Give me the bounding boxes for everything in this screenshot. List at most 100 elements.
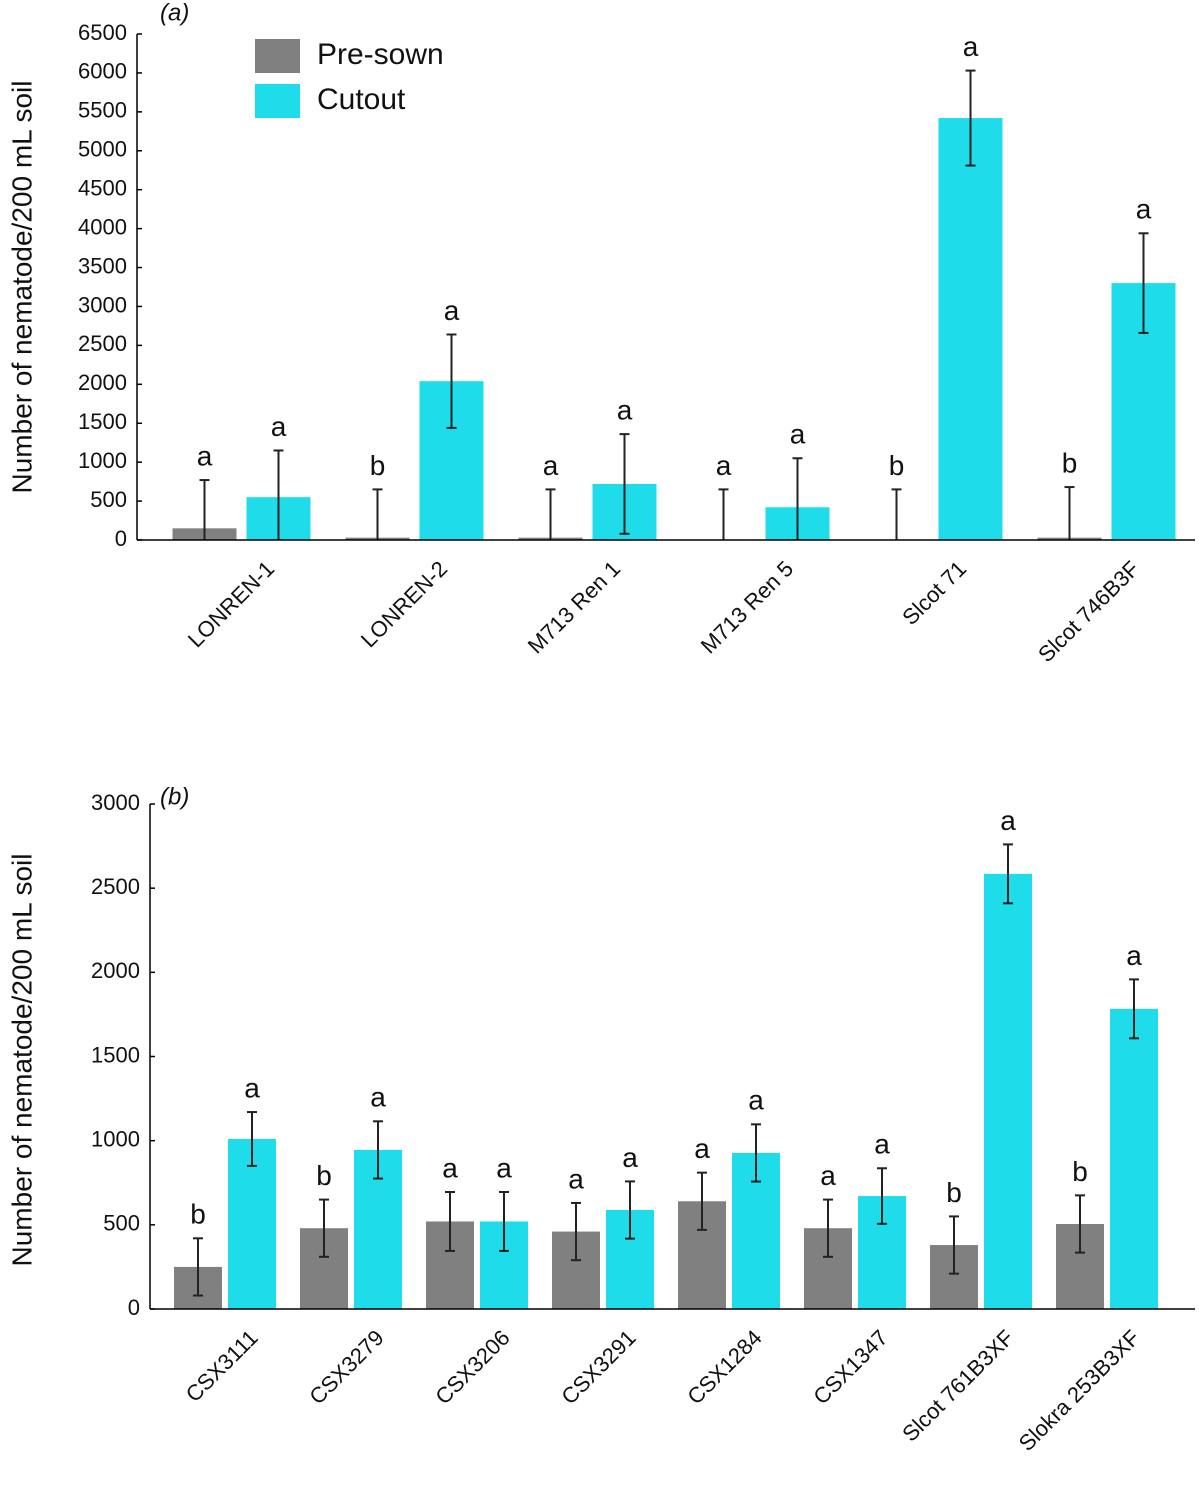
- x-tick-label: LONREN-1: [183, 556, 279, 652]
- x-tick-label: M713 Ren 1: [523, 556, 625, 658]
- x-tick-label: LONREN-2: [356, 556, 452, 652]
- significance-letter: a: [1126, 940, 1142, 971]
- x-tick-label: Slcot 71: [897, 556, 971, 630]
- x-tick-label: CSX1347: [808, 1325, 892, 1409]
- y-tick-label: 0: [128, 1295, 140, 1320]
- bar: [228, 1138, 276, 1309]
- error-bar: [1003, 843, 1013, 905]
- error-bar: [499, 1191, 509, 1252]
- y-tick-label: 500: [90, 487, 127, 512]
- y-tick-label: 6000: [78, 59, 127, 84]
- x-tick-label: CSX3111: [181, 1325, 263, 1407]
- x-tick-label: CSX3279: [304, 1325, 388, 1409]
- error-bar: [373, 1120, 383, 1180]
- x-tick-label: Slokra 253B3XF: [1014, 1325, 1145, 1456]
- legend-label: Cutout: [317, 83, 406, 116]
- error-bar: [1075, 1194, 1085, 1254]
- y-tick-label: 3500: [78, 253, 127, 278]
- error-bar: [877, 1167, 887, 1225]
- y-tick-label: 5000: [78, 137, 127, 162]
- y-tick-label: 1000: [78, 448, 127, 473]
- error-bar: [571, 1201, 581, 1262]
- y-tick-label: 3000: [91, 790, 140, 815]
- error-bar: [697, 1171, 707, 1231]
- x-tick-label: Slcot 746B3F: [1033, 556, 1144, 667]
- significance-letter: a: [568, 1163, 584, 1194]
- significance-letter: a: [820, 1160, 836, 1191]
- significance-letter: a: [874, 1129, 890, 1160]
- y-tick-label: 6500: [78, 20, 127, 45]
- error-bar: [445, 1191, 455, 1252]
- significance-letter: b: [190, 1199, 206, 1230]
- significance-letter: a: [1136, 194, 1152, 225]
- error-bar: [199, 479, 210, 540]
- significance-letter: a: [790, 419, 806, 450]
- significance-letter: a: [543, 450, 559, 481]
- y-tick-label: 3000: [78, 292, 127, 317]
- significance-letter: b: [889, 450, 905, 481]
- error-bar: [273, 449, 284, 540]
- error-bar: [372, 488, 383, 540]
- y-tick-label: 0: [115, 526, 127, 551]
- error-bar: [965, 69, 976, 167]
- error-bar: [446, 333, 457, 429]
- error-bar: [823, 1198, 833, 1258]
- error-bar: [1064, 486, 1075, 540]
- x-tick-label: Slcot 761B3XF: [897, 1325, 1018, 1446]
- error-bar: [193, 1237, 203, 1297]
- legend-swatch: [255, 39, 300, 73]
- significance-letter: b: [1062, 447, 1078, 478]
- bar: [1110, 1008, 1158, 1309]
- error-bar: [1138, 232, 1149, 334]
- y-tick-label: 2500: [78, 331, 127, 356]
- y-axis-label: Number of nematode/200 mL soil: [6, 854, 37, 1267]
- bar: [938, 118, 1003, 540]
- error-bar: [545, 488, 556, 540]
- y-axis-label: Number of nematode/200 mL soil: [6, 81, 37, 494]
- y-tick-label: 4500: [78, 176, 127, 201]
- significance-letter: a: [716, 450, 732, 481]
- y-tick-label: 1500: [78, 409, 127, 434]
- significance-letter: b: [946, 1177, 962, 1208]
- y-tick-label: 5500: [78, 98, 127, 123]
- x-tick-label: CSX1284: [682, 1325, 766, 1409]
- error-bar: [751, 1123, 761, 1183]
- significance-letter: a: [963, 31, 979, 62]
- panel-label: (a): [160, 0, 189, 26]
- legend-label: Pre-sown: [317, 38, 444, 71]
- significance-letter: a: [197, 440, 213, 471]
- legend-swatch: [255, 84, 300, 118]
- significance-letter: b: [316, 1160, 332, 1191]
- y-tick-label: 500: [103, 1211, 140, 1236]
- error-bar: [625, 1180, 635, 1240]
- y-tick-label: 1500: [91, 1042, 140, 1067]
- x-tick-label: CSX3206: [430, 1325, 514, 1409]
- significance-letter: a: [748, 1085, 764, 1116]
- error-bar: [1129, 978, 1139, 1040]
- error-bar: [619, 433, 630, 535]
- significance-letter: a: [617, 395, 633, 426]
- panel-label: (b): [160, 783, 189, 810]
- significance-letter: a: [622, 1142, 638, 1173]
- x-tick-label: M713 Ren 5: [696, 556, 798, 658]
- x-tick-label: CSX3291: [556, 1325, 640, 1409]
- significance-letter: a: [370, 1082, 386, 1113]
- significance-letter: a: [244, 1072, 260, 1103]
- significance-letter: a: [1000, 805, 1016, 836]
- significance-letter: a: [444, 295, 460, 326]
- error-bar: [949, 1215, 959, 1275]
- error-bar: [319, 1198, 329, 1258]
- error-bar: [792, 457, 803, 540]
- significance-letter: a: [694, 1133, 710, 1164]
- y-tick-label: 2500: [91, 874, 140, 899]
- significance-letter: b: [370, 450, 386, 481]
- bar: [984, 873, 1032, 1309]
- significance-letter: b: [1072, 1156, 1088, 1187]
- significance-letter: a: [271, 411, 287, 442]
- y-tick-label: 1000: [91, 1126, 140, 1151]
- y-tick-label: 2000: [91, 958, 140, 983]
- significance-letter: a: [442, 1152, 458, 1183]
- y-tick-label: 2000: [78, 370, 127, 395]
- significance-letter: a: [496, 1152, 512, 1183]
